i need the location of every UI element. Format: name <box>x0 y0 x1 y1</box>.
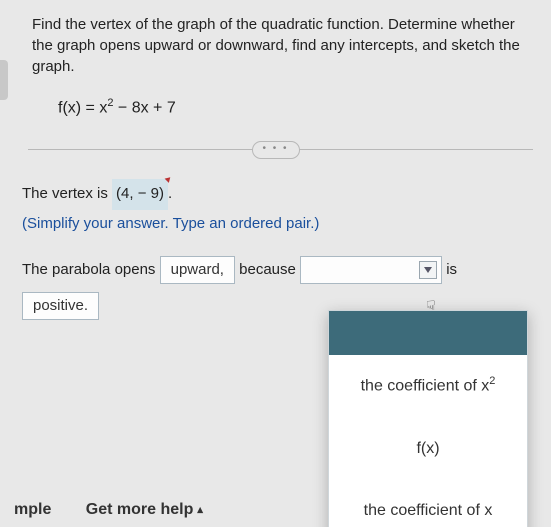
equation-display: f(x) = x2 − 8x + 7 <box>0 83 551 135</box>
caret-up-icon: ▴ <box>197 503 203 516</box>
reason-dropdown[interactable] <box>300 256 442 284</box>
dropdown-option-coef-x2[interactable]: the coefficient of x2 <box>329 355 527 418</box>
dropdown-option-selected[interactable] <box>329 311 527 355</box>
equation-suffix: − 8x + 7 <box>113 99 175 116</box>
sentence-part2: because <box>239 261 296 278</box>
opt1-exp: 2 <box>489 375 495 387</box>
sentence-part1: The parabola opens <box>22 261 155 278</box>
vertex-tail: . <box>168 185 172 202</box>
get-more-help-button[interactable]: Get more help▴ <box>86 501 203 519</box>
sentence-part3: is <box>446 261 457 278</box>
chevron-down-icon <box>419 261 437 279</box>
dropdown-option-fx[interactable]: f(x) <box>329 418 527 480</box>
left-tab-handle[interactable] <box>0 60 8 100</box>
answer-sign[interactable]: positive. <box>22 292 99 320</box>
vertex-answer[interactable]: (4, − 9) <box>112 179 168 210</box>
footer-left-fragment[interactable]: mple <box>14 501 51 519</box>
opt1-text: the coefficient of x <box>361 378 490 395</box>
equation-prefix: f(x) = x <box>58 99 107 116</box>
vertex-line: The vertex is (4, − 9). <box>22 179 529 210</box>
help-label: Get more help <box>86 501 194 518</box>
simplify-instruction: (Simplify your answer. Type an ordered p… <box>22 210 529 239</box>
answer-area: The vertex is (4, − 9). (Simplify your a… <box>0 165 551 324</box>
dropdown-menu: the coefficient of x2 f(x) the coefficie… <box>328 310 528 527</box>
question-prompt: Find the vertex of the graph of the quad… <box>0 0 551 83</box>
answer-direction[interactable]: upward, <box>160 256 235 284</box>
divider-toggle[interactable]: • • • <box>252 141 300 159</box>
dropdown-option-coef-x[interactable]: the coefficient of x <box>329 480 527 527</box>
section-divider: • • • <box>0 135 551 165</box>
page-root: Find the vertex of the graph of the quad… <box>0 0 551 527</box>
vertex-lead: The vertex is <box>22 185 112 202</box>
